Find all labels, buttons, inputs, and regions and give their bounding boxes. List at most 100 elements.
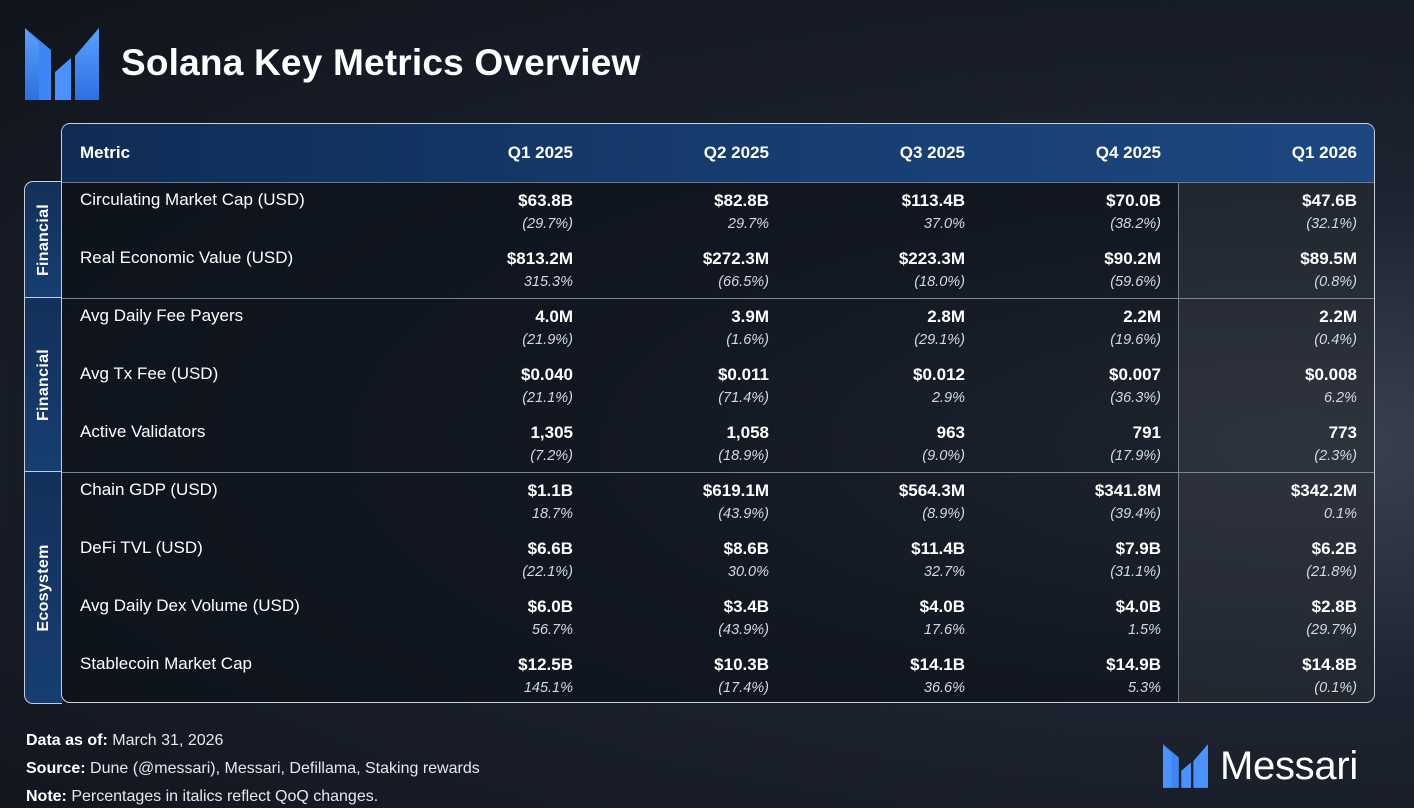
table-row: Active Validators 1,305 (7.2%) 1,058 (18.9%)…: [62, 414, 1374, 472]
qoq-change: 1.5%: [1127, 622, 1161, 638]
metric-label: DeFi TVL (USD): [80, 538, 203, 557]
qoq-change: (43.9%): [718, 506, 769, 522]
metric-cell: $14.1B 36.6%: [815, 654, 965, 700]
metric-label: Chain GDP (USD): [80, 480, 218, 499]
metric-value: $113.4B: [901, 191, 965, 210]
qoq-change: (39.4%): [1110, 506, 1161, 522]
metric-value: $10.3B: [714, 655, 769, 674]
metric-cell: $47.6B (32.1%): [1207, 190, 1357, 236]
metric-value: $47.6B: [1302, 191, 1357, 210]
metric-cell: $0.011 (71.4%): [619, 364, 769, 410]
metric-value: $12.5B: [518, 655, 573, 674]
metric-value: $223.3M: [898, 249, 965, 268]
qoq-change: (59.6%): [1110, 274, 1161, 290]
metric-value: $0.011: [717, 365, 769, 384]
metric-cell: $1.1B 18.7%: [423, 480, 573, 526]
qoq-change: 32.7%: [923, 564, 965, 580]
group-label: Financial: [34, 203, 52, 277]
qoq-change: (66.5%): [718, 274, 769, 290]
column-header-q4-2025: Q4 2025: [1095, 143, 1161, 162]
metric-label: Stablecoin Market Cap: [80, 654, 252, 673]
metric-cell: $7.9B (31.1%): [1011, 538, 1161, 584]
group-label: Ecosystem: [34, 543, 52, 632]
qoq-change: (29.1%): [914, 332, 965, 348]
metric-cell: $6.0B 56.7%: [423, 596, 573, 642]
metric-value: $63.8B: [518, 191, 573, 210]
brand-name: Messari: [1220, 744, 1358, 788]
qoq-change: 36.6%: [923, 680, 965, 696]
metric-value: $14.9B: [1106, 655, 1161, 674]
metric-value: 2.2M: [1123, 307, 1161, 326]
metric-cell: $0.007 (36.3%): [1011, 364, 1161, 410]
metric-value: $70.0B: [1106, 191, 1161, 210]
metric-cell: 963 (9.0%): [815, 422, 965, 468]
metrics-table: Metric Q1 2025 Q2 2025 Q3 2025 Q4 2025 Q…: [61, 123, 1375, 703]
metric-value: $813.2M: [506, 249, 573, 268]
metric-cell: $0.008 6.2%: [1207, 364, 1357, 410]
qoq-change: (2.3%): [1314, 448, 1357, 464]
metric-cell: $272.3M (66.5%): [619, 248, 769, 294]
metric-cell: $89.5M (0.8%): [1207, 248, 1357, 294]
column-header-q1-2026: Q1 2026: [1291, 143, 1357, 162]
metric-cell: $12.5B 145.1%: [423, 654, 573, 700]
page-title: Solana Key Metrics Overview: [121, 42, 641, 83]
qoq-change: 0.1%: [1323, 506, 1357, 522]
metric-value: $619.1M: [702, 481, 769, 500]
qoq-change: 17.6%: [923, 622, 965, 638]
qoq-change: (32.1%): [1306, 216, 1357, 232]
metric-value: $14.8B: [1302, 655, 1357, 674]
metric-value: $89.5M: [1300, 249, 1357, 268]
metric-cell: $4.0B 17.6%: [815, 596, 965, 642]
metric-value: 1,305: [530, 423, 573, 442]
metric-value: $6.0B: [527, 597, 573, 616]
metric-cell: 2.8M (29.1%): [815, 306, 965, 352]
metric-value: 2.8M: [927, 307, 965, 326]
metric-cell: $4.0B 1.5%: [1011, 596, 1161, 642]
group-tab-financial-1: Financial: [24, 181, 62, 299]
qoq-change: (21.8%): [1306, 564, 1357, 580]
metric-label: Avg Tx Fee (USD): [80, 364, 219, 383]
metric-cell: $10.3B (17.4%): [619, 654, 769, 700]
metric-value: $6.6B: [527, 539, 573, 558]
footer-notes: Data as of: March 31, 2026 Source: Dune …: [26, 727, 480, 808]
group-tab-ecosystem: Ecosystem: [24, 471, 62, 704]
metric-cell: $6.6B (22.1%): [423, 538, 573, 584]
metric-label: Circulating Market Cap (USD): [80, 190, 305, 209]
group-divider: [62, 298, 1374, 299]
qoq-change: (38.2%): [1110, 216, 1161, 232]
qoq-change: (21.9%): [522, 332, 573, 348]
qoq-change: (18.0%): [914, 274, 965, 290]
metric-cell: $813.2M 315.3%: [423, 248, 573, 294]
metric-cell: $6.2B (21.8%): [1207, 538, 1357, 584]
metric-value: $0.007: [1109, 365, 1161, 384]
table-row: Avg Tx Fee (USD) $0.040 (21.1%) $0.011 (71.4…: [62, 356, 1374, 414]
metric-value: $8.6B: [723, 539, 769, 558]
footer-note: Note: Percentages in italics reflect QoQ…: [26, 788, 379, 805]
metric-value: 791: [1132, 423, 1161, 442]
metric-value: $7.9B: [1115, 539, 1161, 558]
qoq-change: 2.9%: [931, 390, 965, 406]
metric-cell: 1,305 (7.2%): [423, 422, 573, 468]
table-row: Real Economic Value (USD) $813.2M 315.3% $2…: [62, 240, 1374, 298]
qoq-change: (1.6%): [726, 332, 769, 348]
metric-value: $90.2M: [1104, 249, 1161, 268]
metric-cell: 2.2M (19.6%): [1011, 306, 1161, 352]
qoq-change: 5.3%: [1127, 680, 1161, 696]
metric-cell: $14.9B 5.3%: [1011, 654, 1161, 700]
metric-value: $11.4B: [911, 539, 965, 558]
qoq-change: 145.1%: [523, 680, 573, 696]
metric-value: $6.2B: [1311, 539, 1357, 558]
metric-cell: $223.3M (18.0%): [815, 248, 965, 294]
qoq-change: (19.6%): [1110, 332, 1161, 348]
metric-value: 773: [1328, 423, 1357, 442]
metric-cell: $82.8B 29.7%: [619, 190, 769, 236]
metric-value: 3.9M: [731, 307, 769, 326]
qoq-change: (9.0%): [922, 448, 965, 464]
messari-logo-icon: [25, 28, 99, 100]
qoq-change: (17.4%): [718, 680, 769, 696]
metric-value: $272.3M: [702, 249, 769, 268]
column-header-q3-2025: Q3 2025: [899, 143, 965, 162]
table-row: Avg Daily Fee Payers 4.0M (21.9%) 3.9M (1.6%…: [62, 298, 1374, 356]
qoq-change: 29.7%: [727, 216, 769, 232]
metric-cell: 791 (17.9%): [1011, 422, 1161, 468]
